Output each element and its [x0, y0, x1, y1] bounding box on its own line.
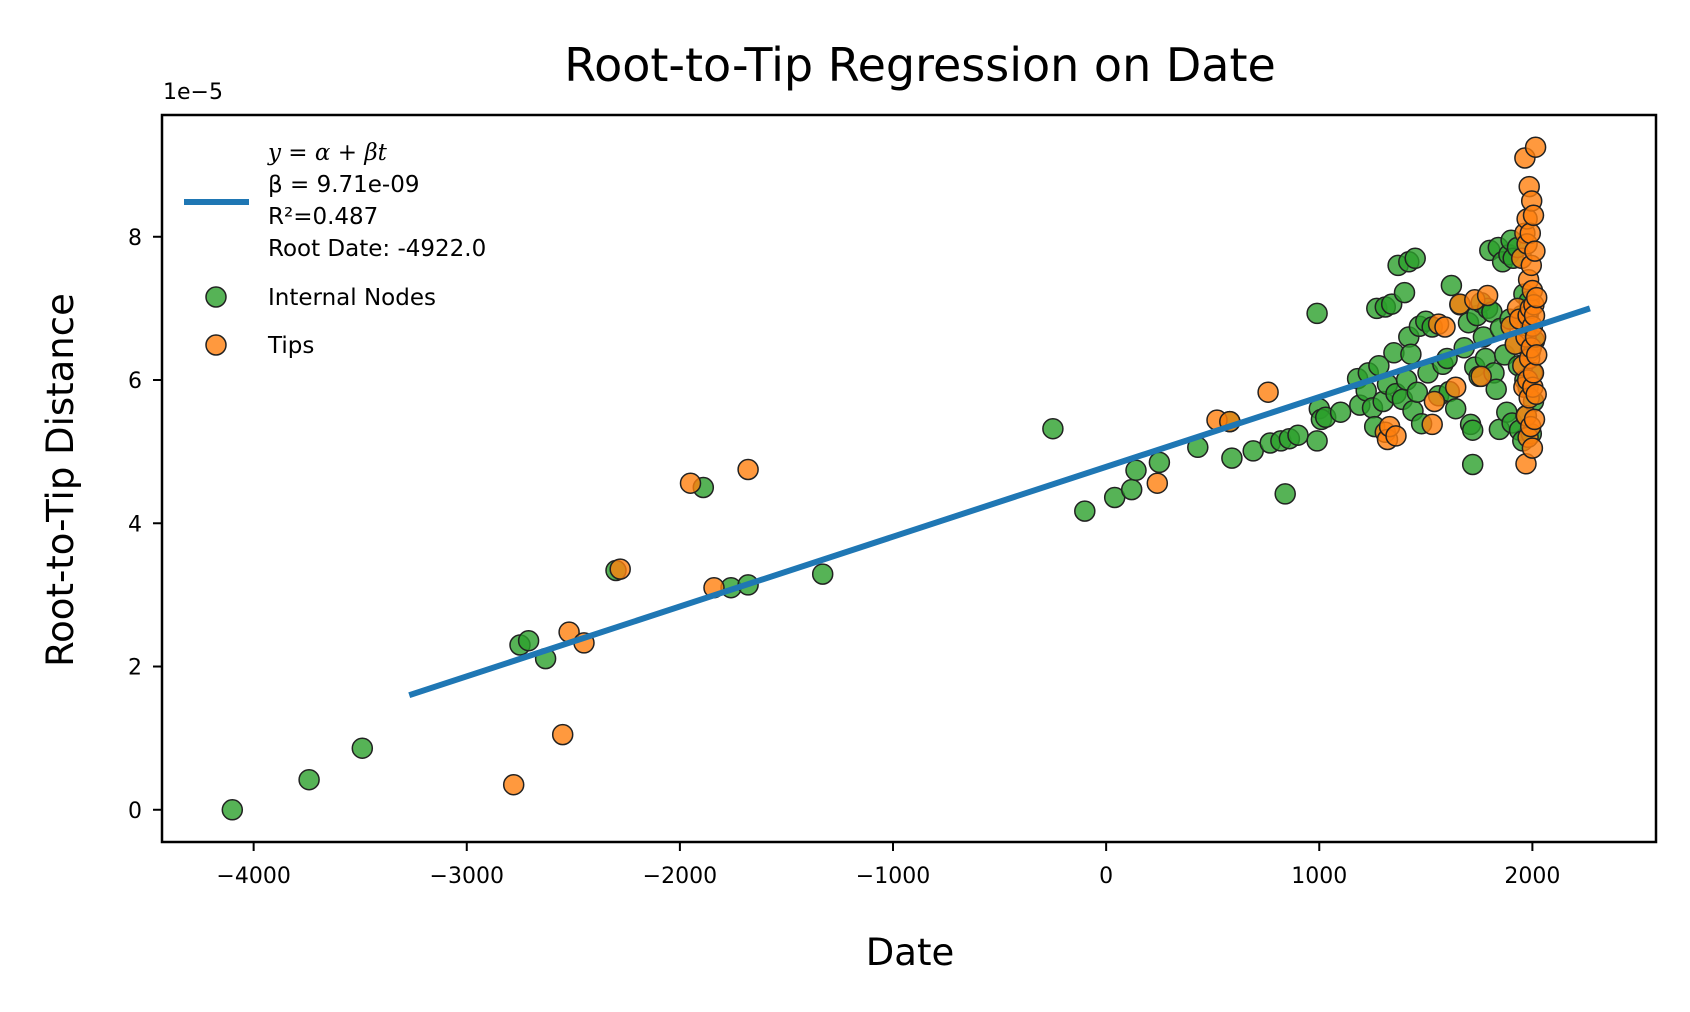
y-offset-text: 1e−5: [163, 80, 223, 105]
tip-point: [1476, 284, 1499, 307]
internal-node-point: [1485, 378, 1507, 401]
internal-node-point: [1400, 343, 1422, 365]
chart-title: Root-to-Tip Regression on Date: [564, 38, 1276, 92]
legend: y = α + βt β = 9.71e-09 R²=0.487 Root Da…: [184, 140, 486, 359]
y-tick-label: 2: [128, 656, 142, 681]
x-tick-label: −3000: [430, 864, 504, 889]
tip-point: [1525, 383, 1547, 406]
internal-node-point: [298, 768, 320, 791]
x-tick-label: −2000: [643, 864, 717, 889]
internal-node-point: [1461, 453, 1484, 476]
internal-node-point: [1042, 417, 1064, 440]
tip-point: [1522, 204, 1545, 227]
legend-fit-root-date: Root Date: -4922.0: [268, 236, 486, 262]
internal-node-point: [1287, 424, 1309, 446]
internal-node-point: [1120, 478, 1143, 501]
x-tick-label: 2000: [1504, 864, 1560, 889]
tip-point: [1525, 286, 1548, 309]
axes: −4000 −3000 −2000 −1000 0 1000 2000 0 2 4 6 8: [128, 113, 1658, 889]
x-tick-label: 1000: [1291, 864, 1347, 889]
plot-area: [221, 136, 1591, 821]
tip-point: [1522, 362, 1545, 384]
tip-point: [1257, 381, 1279, 403]
x-tick-label: −1000: [856, 864, 930, 889]
legend-internal-marker: [205, 286, 227, 308]
tip-point: [1524, 240, 1546, 262]
tip-point: [737, 458, 759, 481]
x-tick-label: −4000: [216, 864, 290, 889]
tip-point: [1470, 365, 1492, 388]
internal-node-point: [1306, 430, 1328, 452]
internal-node-point: [351, 737, 374, 759]
tip-point: [1423, 390, 1446, 413]
tip-point: [1519, 222, 1542, 244]
internal-node-point: [1306, 302, 1328, 325]
legend-fit-formula: y = α + βt: [267, 140, 388, 166]
y-tick-label: 6: [128, 369, 142, 394]
tip-point: [1385, 425, 1407, 447]
internal-node-point: [1125, 459, 1147, 482]
tip-point: [1434, 316, 1456, 338]
x-axis-label: Date: [866, 931, 954, 974]
tip-point: [1525, 344, 1548, 366]
y-axis-label: Root-to-Tip Distance: [39, 293, 82, 667]
legend-tips-label: Tips: [267, 333, 314, 359]
tip-point: [551, 723, 574, 746]
internal-node-point: [1148, 451, 1171, 474]
internal-node-point: [1329, 401, 1352, 423]
y-tick-label: 8: [128, 226, 142, 251]
internal-node-point: [1074, 500, 1096, 522]
x-tick-label: 0: [1099, 864, 1113, 889]
tip-point: [1524, 136, 1547, 158]
legend-fit-r2: R²=0.487: [268, 204, 378, 230]
internal-node-point: [1393, 281, 1416, 304]
tip-point: [609, 558, 631, 580]
internal-node-point: [1444, 397, 1467, 420]
legend-fit-beta: β = 9.71e-09: [268, 172, 420, 198]
internal-node-point: [1461, 419, 1484, 441]
internal-node-point: [221, 799, 244, 821]
internal-node-point: [1404, 247, 1426, 270]
tip-point: [1523, 408, 1546, 431]
internal-node-point: [1221, 447, 1243, 469]
internal-node-point: [1274, 483, 1296, 505]
y-tick-label: 0: [128, 799, 142, 824]
internal-node-point: [1440, 274, 1463, 297]
tip-point: [1146, 472, 1169, 494]
tip-point: [679, 472, 702, 494]
tip-point: [1521, 437, 1544, 459]
internal-node-point: [1406, 381, 1429, 403]
internal-node-point: [811, 563, 834, 585]
regression-line: [408, 305, 1591, 699]
y-tick-label: 4: [128, 512, 142, 537]
tip-point: [1444, 376, 1467, 398]
internal-node-point: [517, 629, 540, 652]
legend-tips-marker: [205, 334, 227, 356]
legend-internal-label: Internal Nodes: [268, 285, 436, 311]
tip-point: [502, 773, 525, 796]
tip-point: [1421, 413, 1443, 436]
axes-frame: [160, 113, 1658, 844]
